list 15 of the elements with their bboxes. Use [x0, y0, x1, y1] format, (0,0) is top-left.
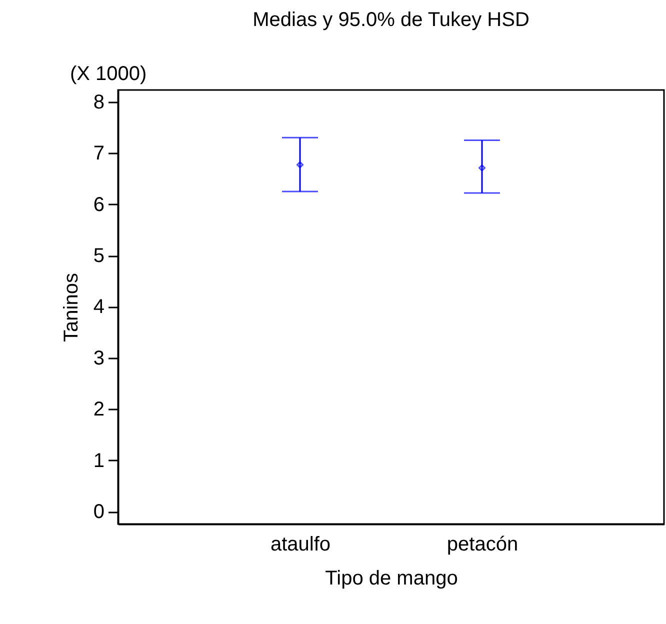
x-axis-title: Tipo de mango [325, 568, 458, 590]
x-tick-label: petacón [446, 534, 518, 556]
y-tick-label: 4 [93, 296, 104, 318]
y-tick-label: 6 [93, 194, 104, 216]
y-tick-label: 8 [93, 91, 104, 114]
y-tick-label: 3 [93, 347, 104, 370]
y-tick-label: 0 [93, 501, 104, 524]
y-axis-title: Taninos [60, 273, 82, 342]
y-tick-label: 5 [93, 245, 104, 268]
y-tick-label: 7 [93, 142, 104, 165]
y-tick-label: 2 [93, 398, 104, 421]
x-tick-label: ataulfo [270, 534, 331, 556]
y-tick-label: 1 [93, 450, 104, 472]
chart-title: Medias y 95.0% de Tukey HSD [252, 9, 530, 31]
text: (X 1000) [70, 63, 147, 85]
